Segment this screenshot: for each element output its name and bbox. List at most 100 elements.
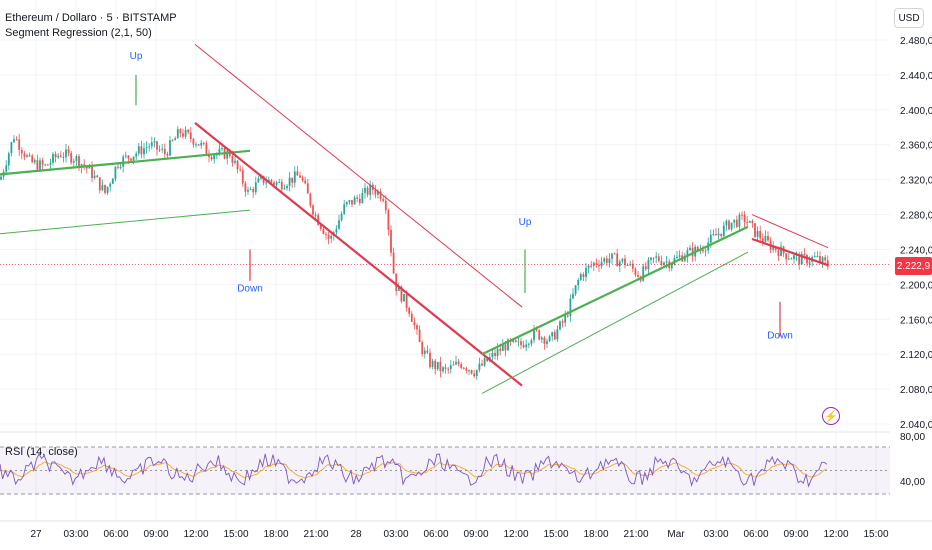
- candle-body: [408, 307, 411, 314]
- candle-body: [504, 344, 507, 351]
- currency-button[interactable]: USD: [894, 8, 924, 28]
- candle-body: [135, 153, 138, 157]
- candle-body: [449, 365, 452, 370]
- candle-body: [501, 344, 504, 351]
- candle-body: [787, 258, 790, 260]
- candle-body: [650, 257, 652, 260]
- candle-body: [462, 367, 465, 369]
- candle-body: [366, 187, 369, 195]
- candle-body: [819, 256, 821, 263]
- candle-body: [642, 266, 645, 281]
- candle-body: [603, 258, 606, 262]
- candle-body: [169, 140, 171, 156]
- candle-body: [106, 186, 109, 193]
- candle-body: [663, 262, 665, 265]
- candle-body: [179, 129, 182, 134]
- candle-body: [790, 258, 793, 260]
- candle-body: [119, 166, 122, 168]
- time-tick-label: 03:00: [63, 529, 88, 540]
- candle-body: [442, 367, 444, 372]
- candle-body: [728, 220, 730, 230]
- candle-body: [574, 285, 577, 294]
- candle-body: [280, 181, 283, 190]
- price-tick-label: 2.280,0: [900, 211, 932, 222]
- candle-body: [551, 332, 554, 337]
- candle-body: [470, 370, 473, 374]
- candle-body: [400, 286, 403, 302]
- signal-markers: Up Down Up Down: [130, 51, 793, 341]
- price-tick-label: 2.320,0: [900, 176, 932, 187]
- candle-body: [46, 164, 49, 166]
- candle-body: [54, 154, 57, 158]
- price-tick-label: 2.120,0: [900, 350, 932, 361]
- candle-body: [800, 253, 803, 265]
- rsi-tick-label: 80,00: [900, 432, 925, 443]
- candle-body: [319, 225, 322, 230]
- candle-body: [821, 257, 824, 263]
- candle-body: [491, 352, 494, 358]
- candle-body: [592, 262, 595, 266]
- candle-body: [244, 183, 247, 192]
- candle-body: [764, 235, 767, 242]
- candle-body: [436, 361, 439, 369]
- regression-lines: [0, 43, 890, 394]
- candle-body: [460, 364, 463, 368]
- time-tick-label: 09:00: [143, 529, 168, 540]
- candle-body: [616, 253, 619, 267]
- candle-body: [161, 148, 164, 150]
- candle-body: [41, 160, 44, 165]
- lightning-bolt-icon[interactable]: ⚡: [822, 407, 840, 425]
- candle-body: [522, 344, 525, 348]
- candle-body: [358, 198, 361, 204]
- candle-body: [384, 200, 387, 211]
- uptrend-regression-line: [0, 209, 251, 235]
- candle-body: [595, 262, 598, 265]
- downtrend-regression-line: [194, 122, 523, 387]
- candle-body: [652, 257, 655, 259]
- candle-body: [192, 138, 195, 145]
- downtrend-regression-line: [751, 214, 829, 249]
- candle-body: [587, 265, 590, 268]
- time-tick-label: 12:00: [503, 529, 528, 540]
- candle-body: [262, 175, 265, 184]
- uptrend-regression-line: [0, 149, 251, 176]
- candle-body: [605, 258, 608, 264]
- candle-body: [520, 341, 522, 345]
- candle-body: [387, 210, 390, 230]
- candle-body: [299, 175, 301, 178]
- candle-body: [174, 138, 177, 141]
- candle-body: [543, 337, 546, 344]
- candle-body: [613, 253, 616, 255]
- candle-body: [475, 369, 478, 377]
- candle-body: [335, 228, 338, 233]
- candle-body: [538, 330, 541, 340]
- candle-body: [93, 175, 96, 179]
- candle-body: [743, 214, 746, 223]
- candle-body: [808, 261, 811, 264]
- time-tick-label: 28: [350, 529, 362, 540]
- candle-body: [361, 192, 364, 204]
- candle-body: [78, 156, 80, 168]
- candle-body: [457, 361, 460, 365]
- candle-body: [20, 150, 23, 154]
- candle-body: [611, 253, 613, 259]
- candle-body: [733, 219, 736, 223]
- candle-body: [395, 273, 398, 291]
- candle-body: [153, 141, 156, 143]
- candle-body: [249, 188, 252, 190]
- price-tick-label: 2.160,0: [900, 315, 932, 326]
- time-tick-label: 06:00: [423, 529, 448, 540]
- candle-body: [559, 321, 561, 330]
- candle-body: [345, 201, 348, 205]
- candle-body: [514, 340, 517, 342]
- signal-up-label: Up: [130, 51, 143, 62]
- candle-body: [741, 214, 743, 216]
- last-price-tag: 2.222,9: [895, 257, 932, 275]
- candle-body: [600, 261, 603, 267]
- candle-body: [496, 348, 499, 356]
- candle-body: [127, 155, 130, 159]
- candle-body: [405, 293, 408, 308]
- candle-body: [546, 341, 548, 344]
- candle-body: [59, 155, 62, 157]
